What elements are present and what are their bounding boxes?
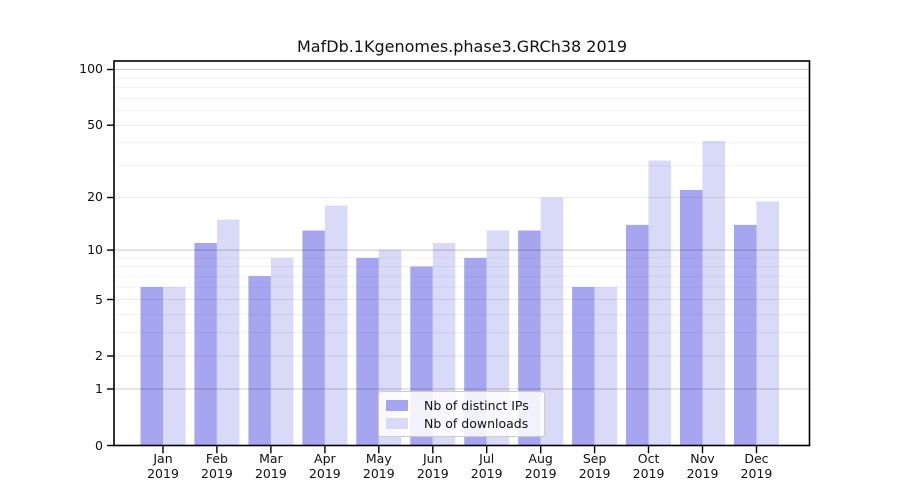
legend: Nb of distinct IPs Nb of downloads [378, 391, 545, 437]
bar-ips-nov [680, 190, 703, 446]
legend-swatch-downloads [386, 417, 408, 429]
x-tick-label-dec: Dec 2019 [740, 451, 773, 481]
bar-downloads-oct [648, 160, 671, 446]
x-tick-label-apr: Apr 2019 [308, 451, 341, 481]
bar-ips-dec [734, 224, 757, 446]
x-tick-label-jul: Jul 2019 [470, 451, 503, 481]
y-tick-label-5: 5 [95, 291, 103, 307]
axes-spines [113, 60, 811, 447]
y-tick-label-1: 1 [95, 381, 103, 397]
y-tick-label-20: 20 [87, 189, 103, 205]
x-tick-label-nov: Nov 2019 [686, 451, 719, 481]
x-tick-label-may: May 2019 [362, 451, 395, 481]
legend-label-downloads: Nb of downloads [424, 415, 529, 431]
y-tick-label-2: 2 [95, 347, 103, 363]
chart-title: MafDb.1Kgenomes.phase3.GRCh38 2019 [297, 37, 627, 56]
bar-ips-sep [572, 287, 595, 446]
y-tick-label-10: 10 [87, 242, 103, 258]
x-tick-label-mar: Mar 2019 [254, 451, 287, 481]
bar-ips-mar [248, 276, 271, 446]
bar-ips-feb [194, 243, 217, 446]
bar-downloads-feb [216, 219, 240, 446]
bar-downloads-dec [756, 201, 779, 446]
legend-label-distinct-ips: Nb of distinct IPs [424, 398, 529, 414]
bar-ips-may [356, 257, 379, 446]
x-tick-label-oct: Oct 2019 [632, 451, 665, 481]
bar-ips-oct [626, 224, 649, 446]
bar-downloads-nov [702, 141, 725, 446]
bar-ips-apr [302, 230, 325, 446]
bar-downloads-apr [324, 205, 348, 446]
y-tick-label-100: 100 [79, 61, 103, 77]
x-tick-label-jan: Jan 2019 [147, 451, 179, 481]
bar-downloads-aug [540, 197, 564, 446]
bar-downloads-jan [163, 287, 186, 446]
bar-downloads-mar [270, 257, 294, 446]
x-tick-label-sep: Sep 2019 [578, 451, 611, 481]
y-tick-label-50: 50 [87, 117, 103, 133]
y-tick-label-0: 0 [95, 437, 103, 453]
bar-downloads-sep [594, 287, 618, 446]
x-tick-label-feb: Feb 2019 [201, 451, 233, 481]
legend-item-distinct-ips: Nb of distinct IPs [386, 397, 536, 414]
x-tick-label-aug: Aug 2019 [524, 451, 557, 481]
x-tick-label-jun: Jun 2019 [416, 451, 449, 481]
bar-ips-jan [140, 287, 163, 446]
legend-item-downloads: Nb of downloads [386, 415, 536, 432]
legend-swatch-distinct-ips [386, 400, 408, 412]
